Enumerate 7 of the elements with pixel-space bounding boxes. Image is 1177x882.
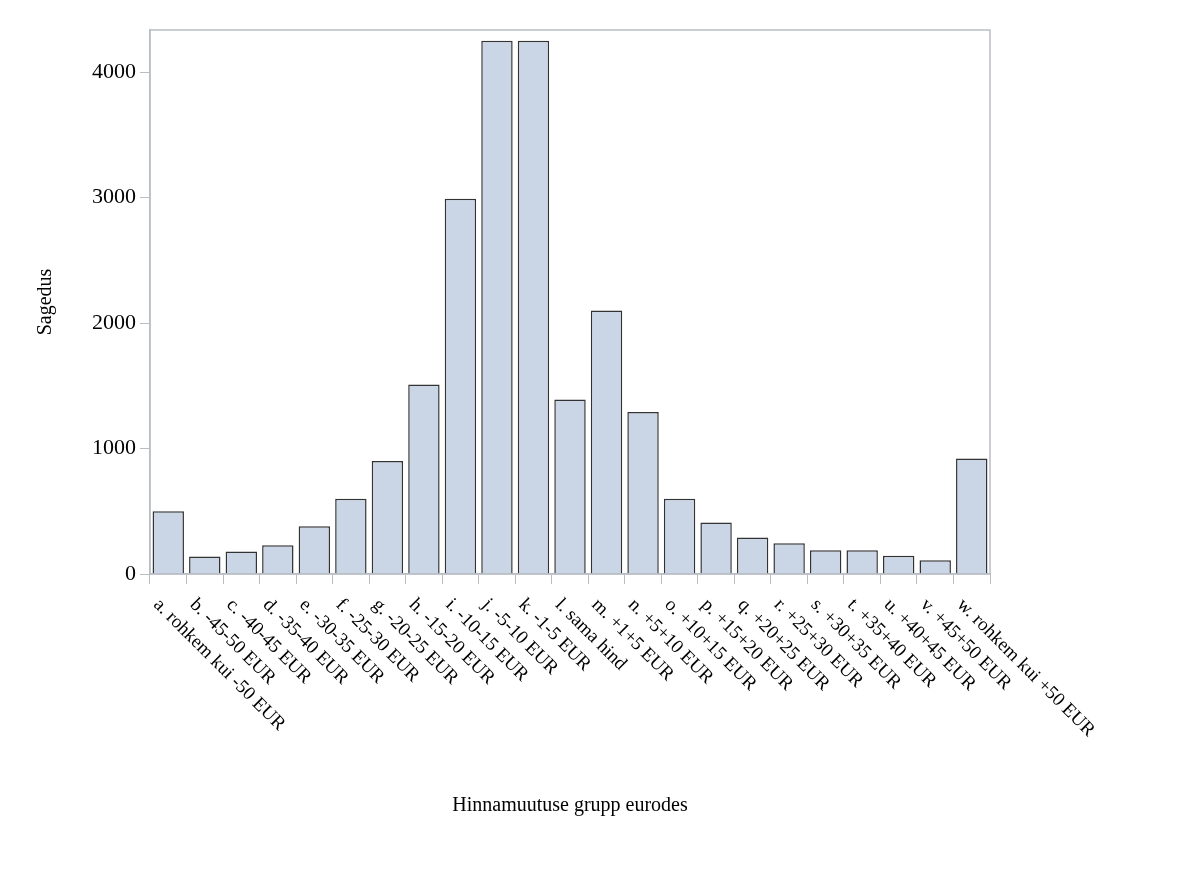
x-axis-title: Hinnamuutuse grupp eurodes bbox=[452, 793, 688, 817]
y-tick-label: 3000 bbox=[92, 183, 136, 209]
y-tick-label: 1000 bbox=[92, 434, 136, 460]
y-tick-label: 4000 bbox=[92, 57, 136, 83]
y-axis-title: Sagedus bbox=[33, 268, 57, 336]
y-tick-label: 2000 bbox=[92, 308, 136, 334]
y-tick-label: 0 bbox=[125, 559, 136, 585]
